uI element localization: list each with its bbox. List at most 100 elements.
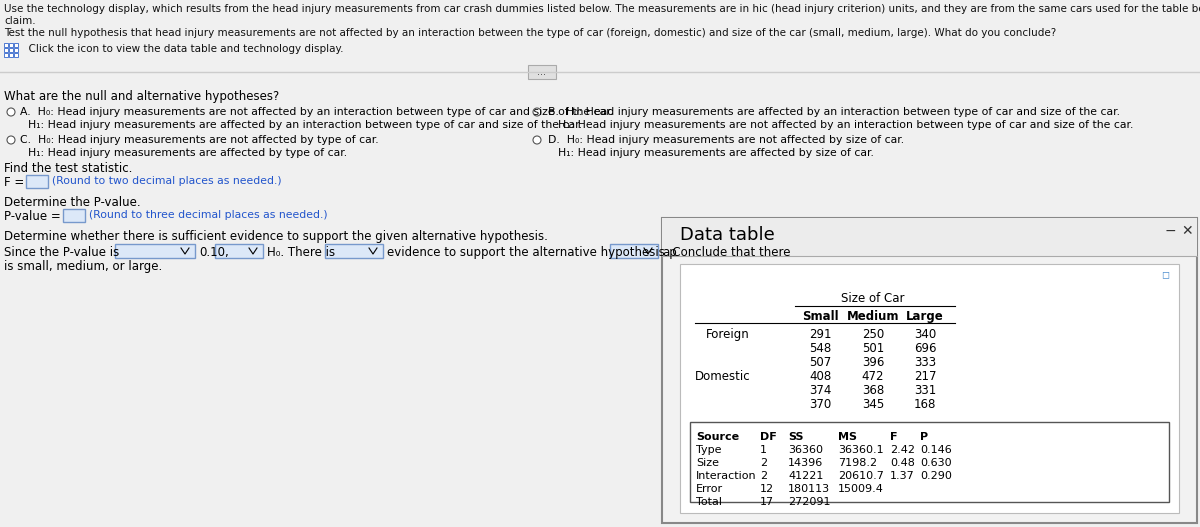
Text: 17: 17 <box>760 497 774 507</box>
Text: 2: 2 <box>760 471 767 481</box>
Text: F =: F = <box>4 176 28 189</box>
Bar <box>690 422 1169 502</box>
Circle shape <box>533 136 541 144</box>
Text: Find the test statistic.: Find the test statistic. <box>4 162 132 175</box>
Bar <box>4 53 8 57</box>
Text: 2: 2 <box>760 458 767 468</box>
Text: Small: Small <box>802 310 839 323</box>
Text: H₁: Head injury measurements are affected by an interaction between type of car : H₁: Head injury measurements are affecte… <box>28 120 582 130</box>
Text: Data table: Data table <box>680 226 775 244</box>
Text: Total: Total <box>696 497 722 507</box>
Text: ...: ... <box>538 67 546 77</box>
Text: 180113: 180113 <box>788 484 830 494</box>
Text: Error: Error <box>696 484 724 494</box>
Text: 217: 217 <box>913 370 936 383</box>
Bar <box>10 48 13 52</box>
Text: 0.146: 0.146 <box>920 445 952 455</box>
Text: 408: 408 <box>809 370 832 383</box>
Text: 14396: 14396 <box>788 458 823 468</box>
Bar <box>115 244 194 258</box>
Text: Medium: Medium <box>847 310 899 323</box>
Text: Foreign: Foreign <box>707 328 750 341</box>
Text: 7198.2: 7198.2 <box>838 458 877 468</box>
Text: 507: 507 <box>809 356 832 369</box>
Bar <box>4 43 8 47</box>
Text: 696: 696 <box>913 342 936 355</box>
Text: 272091: 272091 <box>788 497 830 507</box>
Text: 368: 368 <box>862 384 884 397</box>
Text: Domestic: Domestic <box>695 370 750 383</box>
Bar <box>662 218 1198 523</box>
Text: 250: 250 <box>862 328 884 341</box>
Text: H₁: Head injury measurements are affected by type of car.: H₁: Head injury measurements are affecte… <box>28 148 347 158</box>
Text: 1.37: 1.37 <box>890 471 914 481</box>
Circle shape <box>533 108 541 116</box>
Text: 291: 291 <box>809 328 832 341</box>
Text: 41221: 41221 <box>788 471 823 481</box>
Text: 333: 333 <box>914 356 936 369</box>
Text: ✕: ✕ <box>1181 224 1193 238</box>
Text: (Round to three decimal places as needed.): (Round to three decimal places as needed… <box>89 210 328 220</box>
Text: 15009.4: 15009.4 <box>838 484 884 494</box>
Text: C.  H₀: Head injury measurements are not affected by type of car.: C. H₀: Head injury measurements are not … <box>20 135 379 145</box>
Bar <box>680 264 1178 513</box>
Text: 548: 548 <box>809 342 832 355</box>
Text: claim.: claim. <box>4 16 36 26</box>
Bar <box>4 48 8 52</box>
Text: 396: 396 <box>862 356 884 369</box>
Text: 168: 168 <box>914 398 936 411</box>
Text: Source: Source <box>696 432 739 442</box>
Text: H₁: Head injury measurements are affected by size of car.: H₁: Head injury measurements are affecte… <box>558 148 874 158</box>
Text: 36360: 36360 <box>788 445 823 455</box>
Text: Size: Size <box>696 458 719 468</box>
Text: 472: 472 <box>862 370 884 383</box>
Text: P: P <box>920 432 928 442</box>
Bar <box>26 175 48 188</box>
Text: 20610.7: 20610.7 <box>838 471 884 481</box>
Text: P-value =: P-value = <box>4 210 65 223</box>
Bar <box>610 244 658 258</box>
Text: 0.10,: 0.10, <box>199 246 229 259</box>
Text: Click the icon to view the data table and technology display.: Click the icon to view the data table an… <box>22 44 343 54</box>
Text: Large: Large <box>906 310 944 323</box>
Circle shape <box>7 136 14 144</box>
Bar <box>14 48 18 52</box>
Text: B.  H₀: Head injury measurements are affected by an interaction between type of : B. H₀: Head injury measurements are affe… <box>548 107 1120 117</box>
Text: D.  H₀: Head injury measurements are not affected by size of car.: D. H₀: Head injury measurements are not … <box>548 135 904 145</box>
Text: What are the null and alternative hypotheses?: What are the null and alternative hypoth… <box>4 90 280 103</box>
Text: is small, medium, or large.: is small, medium, or large. <box>4 260 162 273</box>
Text: H₀. There is: H₀. There is <box>266 246 335 259</box>
Text: DF: DF <box>760 432 776 442</box>
Text: Determine the P-value.: Determine the P-value. <box>4 196 140 209</box>
Bar <box>14 43 18 47</box>
Text: Test the null hypothesis that head injury measurements are not affected by an in: Test the null hypothesis that head injur… <box>4 28 1056 38</box>
Text: SS: SS <box>788 432 804 442</box>
Text: F: F <box>890 432 898 442</box>
Text: Type: Type <box>696 445 721 455</box>
Text: H₁: Head injury measurements are not affected by an interaction between type of : H₁: Head injury measurements are not aff… <box>558 120 1133 130</box>
Text: 501: 501 <box>862 342 884 355</box>
Bar <box>64 209 85 222</box>
Text: ap: ap <box>662 246 677 259</box>
Bar <box>325 244 383 258</box>
Text: evidence to support the alternative hypothesis. Conclude that there: evidence to support the alternative hypo… <box>386 246 791 259</box>
Text: MS: MS <box>838 432 857 442</box>
Text: 374: 374 <box>809 384 832 397</box>
Text: (Round to two decimal places as needed.): (Round to two decimal places as needed.) <box>52 176 282 186</box>
Bar <box>10 53 13 57</box>
Text: 0.630: 0.630 <box>920 458 952 468</box>
Text: 0.290: 0.290 <box>920 471 952 481</box>
Circle shape <box>7 108 14 116</box>
Bar <box>14 53 18 57</box>
Text: 370: 370 <box>809 398 832 411</box>
Text: Use the technology display, which results from the head injury measurements from: Use the technology display, which result… <box>4 4 1200 14</box>
Text: 0.48: 0.48 <box>890 458 914 468</box>
Text: 340: 340 <box>914 328 936 341</box>
Bar <box>528 65 556 79</box>
Text: ◻: ◻ <box>1162 270 1169 280</box>
Bar <box>662 218 1198 256</box>
Text: 2.42: 2.42 <box>890 445 916 455</box>
Text: 331: 331 <box>914 384 936 397</box>
Text: −: − <box>1165 224 1177 238</box>
Text: Since the P-value is: Since the P-value is <box>4 246 119 259</box>
